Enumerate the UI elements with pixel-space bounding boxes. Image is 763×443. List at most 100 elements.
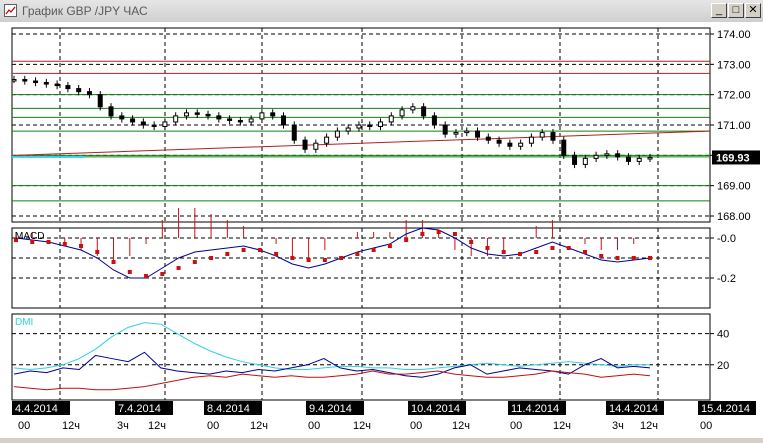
close-button[interactable]: ✕ <box>745 3 761 18</box>
candle-body <box>550 132 556 141</box>
candle[interactable] <box>151 121 157 131</box>
hour-label: 3ч <box>117 420 129 432</box>
price-tick-label: 168.00 <box>717 211 751 223</box>
candle[interactable] <box>528 133 534 147</box>
candle[interactable] <box>248 115 254 126</box>
candle[interactable] <box>324 133 330 147</box>
hour-label: 12ч <box>250 420 268 432</box>
candle[interactable] <box>388 112 394 126</box>
maximize-button[interactable]: □ <box>728 3 744 18</box>
candle[interactable] <box>518 139 524 150</box>
candle[interactable] <box>76 84 82 96</box>
chart-area[interactable]: MACD DMI 174.00173.00172.00171.00170.001… <box>0 22 763 438</box>
candle[interactable] <box>464 127 470 137</box>
candle[interactable] <box>119 112 125 123</box>
candle-body <box>528 136 534 144</box>
candle[interactable] <box>130 115 136 126</box>
candle[interactable] <box>205 110 211 120</box>
candle[interactable] <box>313 139 319 153</box>
candle[interactable] <box>43 78 49 88</box>
candle[interactable] <box>183 109 189 120</box>
candle-body <box>97 94 103 108</box>
candle[interactable] <box>11 75 17 84</box>
dmi-plus-line <box>13 351 651 378</box>
macd-tick-label: -0.0 <box>717 233 736 245</box>
candle-body <box>291 124 297 141</box>
macd-signal-point <box>648 256 652 260</box>
candle[interactable] <box>54 80 60 90</box>
candle[interactable] <box>507 139 513 150</box>
title-bar[interactable]: График GBP /JPY ЧАС _ □ ✕ <box>0 0 763 23</box>
candle[interactable] <box>615 150 621 161</box>
candle[interactable] <box>378 118 384 131</box>
candle-body <box>194 112 200 115</box>
macd-signal-point <box>452 232 457 236</box>
candle[interactable] <box>356 121 362 132</box>
candle[interactable] <box>33 77 39 87</box>
candle-body <box>625 156 631 162</box>
date-label-box <box>204 401 262 415</box>
macd-signal-point <box>566 246 571 250</box>
candle[interactable] <box>442 121 448 138</box>
candle[interactable] <box>162 118 168 131</box>
macd-signal-point <box>209 256 214 260</box>
candle[interactable] <box>550 128 556 144</box>
candle[interactable] <box>636 154 642 166</box>
chart-canvas[interactable]: MACD DMI 174.00173.00172.00171.00170.001… <box>0 22 763 438</box>
candle[interactable] <box>227 115 233 125</box>
candle[interactable] <box>485 133 491 144</box>
candle[interactable] <box>270 109 276 120</box>
candle[interactable] <box>140 118 146 129</box>
candle[interactable] <box>410 103 416 114</box>
candle[interactable] <box>291 121 297 144</box>
macd-line <box>15 227 651 279</box>
hour-label: 12ч <box>452 420 470 432</box>
macd-signal-point <box>404 238 409 242</box>
candle[interactable] <box>604 150 610 159</box>
macd-panel[interactable] <box>11 227 711 309</box>
candle[interactable] <box>22 75 28 85</box>
minimize-button[interactable]: _ <box>711 3 727 18</box>
candle[interactable] <box>237 116 243 126</box>
candle[interactable] <box>496 136 502 147</box>
candle[interactable] <box>194 109 200 119</box>
dmi-adx-line <box>13 322 650 370</box>
candle[interactable] <box>539 128 545 141</box>
candle[interactable] <box>453 128 459 138</box>
candle[interactable] <box>561 136 567 159</box>
candle[interactable] <box>593 151 599 163</box>
candle[interactable] <box>421 103 427 120</box>
candle-body <box>183 112 189 117</box>
candle[interactable] <box>259 109 265 123</box>
candle[interactable] <box>431 112 437 129</box>
candle[interactable] <box>334 127 340 141</box>
candle[interactable] <box>647 153 653 163</box>
candle[interactable] <box>367 121 373 131</box>
candle[interactable] <box>108 103 114 120</box>
dmi-minus-line <box>13 370 651 391</box>
candle[interactable] <box>572 151 578 169</box>
candle[interactable] <box>399 106 405 120</box>
candle[interactable] <box>582 154 588 169</box>
close-icon: ✕ <box>748 4 758 16</box>
candle[interactable] <box>216 112 222 123</box>
candle[interactable] <box>345 124 351 135</box>
macd-signal-point <box>30 240 35 244</box>
macd-signal-point <box>62 242 67 246</box>
dmi-panel[interactable] <box>11 313 711 401</box>
candle-body <box>507 142 513 147</box>
candle-body <box>259 112 265 120</box>
candle-body <box>173 115 179 123</box>
candle[interactable] <box>302 136 308 153</box>
candle[interactable] <box>475 127 481 141</box>
candle[interactable] <box>65 81 71 93</box>
candle[interactable] <box>625 153 631 166</box>
candle-body <box>356 124 362 129</box>
candle[interactable] <box>86 87 92 99</box>
candle[interactable] <box>173 112 179 126</box>
candle[interactable] <box>97 91 103 111</box>
macd-signal-point <box>306 258 311 262</box>
macd-signal-point <box>225 252 230 256</box>
candle[interactable] <box>280 112 286 129</box>
candle-body <box>140 121 146 126</box>
